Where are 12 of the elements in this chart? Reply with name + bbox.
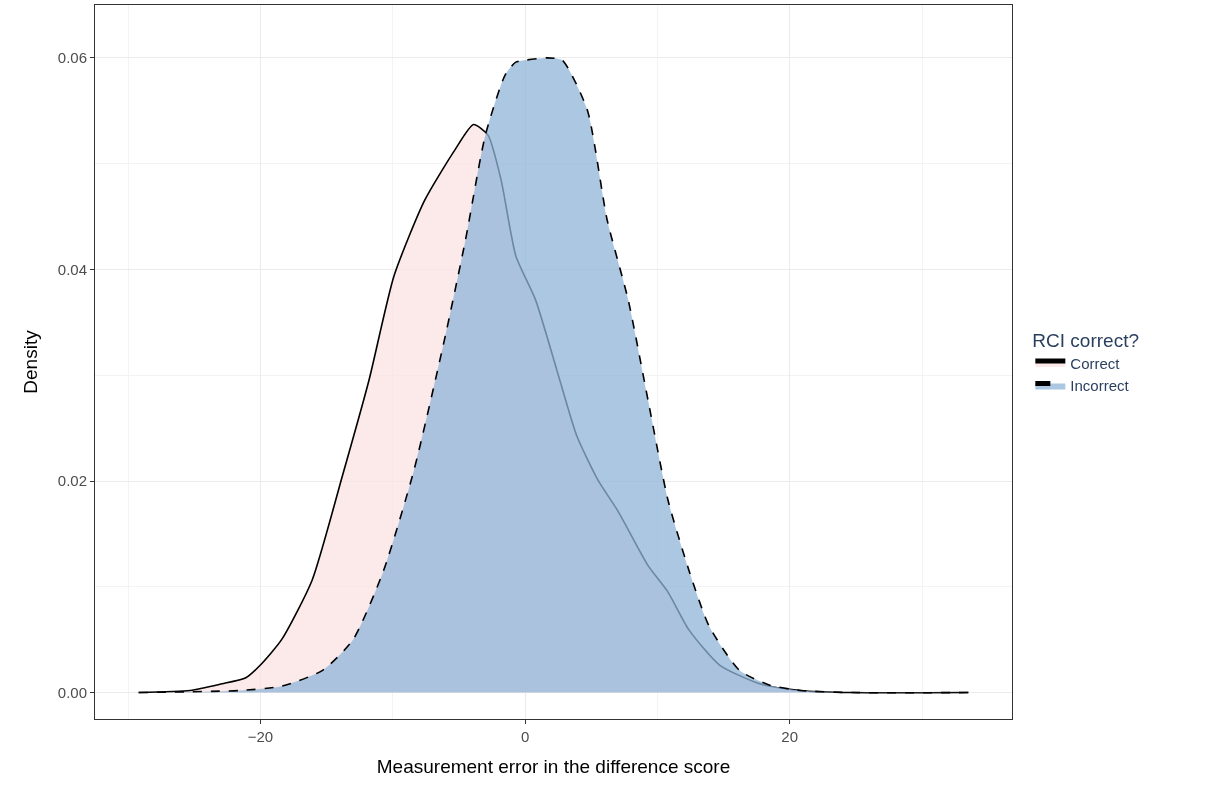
y-tick-label: 0.02 [57,472,87,490]
x-tick-label: 20 [781,728,799,745]
y-tick-label: 0.06 [57,49,87,67]
legend-label: Incorrect [1070,377,1130,395]
y-axis-title: Density [19,329,41,394]
x-tick-label: 0 [520,728,530,745]
legend-title: RCI correct? [1032,329,1139,351]
y-tick-label: 0.00 [57,683,87,701]
x-tick-label: −20 [247,728,274,745]
y-tick-label: 0.04 [57,260,87,278]
legend-label: Correct [1070,354,1121,372]
x-axis-title: Measurement error in the difference score [376,755,731,777]
